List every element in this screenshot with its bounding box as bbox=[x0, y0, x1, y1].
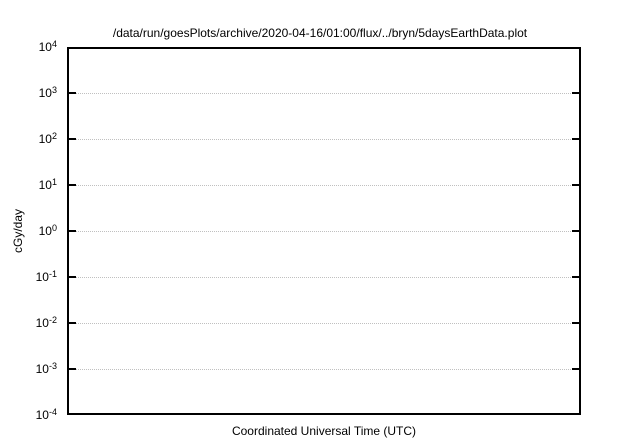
x-axis-title: Coordinated Universal Time (UTC) bbox=[231, 424, 417, 438]
y-tick-mark bbox=[69, 92, 76, 94]
y-tick-mark bbox=[572, 184, 579, 186]
y-tick-label: 101 bbox=[38, 177, 57, 192]
y-tick-mark bbox=[69, 230, 76, 232]
gridline bbox=[69, 139, 579, 140]
gridline bbox=[69, 369, 579, 370]
y-tick-label: 10-3 bbox=[35, 361, 57, 376]
y-tick-mark bbox=[69, 368, 76, 370]
y-tick-label: 103 bbox=[38, 85, 57, 100]
y-tick-mark bbox=[69, 276, 76, 278]
y-tick-mark bbox=[69, 322, 76, 324]
y-tick-label: 104 bbox=[38, 39, 57, 54]
y-tick-label: 100 bbox=[38, 223, 57, 238]
y-tick-label: 102 bbox=[38, 131, 57, 146]
y-tick-mark bbox=[572, 276, 579, 278]
y-tick-label: 10-2 bbox=[35, 315, 57, 330]
plot-area bbox=[67, 47, 581, 415]
plot-title: /data/run/goesPlots/archive/2020-04-16/0… bbox=[112, 26, 528, 40]
y-tick-mark bbox=[69, 138, 76, 140]
y-tick-mark bbox=[572, 368, 579, 370]
gridline bbox=[69, 93, 579, 94]
y-tick-mark bbox=[572, 138, 579, 140]
gridline bbox=[69, 277, 579, 278]
gridline bbox=[69, 323, 579, 324]
y-tick-mark bbox=[572, 230, 579, 232]
y-tick-mark bbox=[572, 92, 579, 94]
y-tick-label: 10-4 bbox=[35, 407, 57, 422]
y-tick-label: 10-1 bbox=[35, 269, 57, 284]
y-tick-mark bbox=[69, 184, 76, 186]
y-tick-mark bbox=[572, 322, 579, 324]
gridline bbox=[69, 231, 579, 232]
y-axis-title: cGy/day bbox=[11, 208, 25, 254]
gridline bbox=[69, 185, 579, 186]
